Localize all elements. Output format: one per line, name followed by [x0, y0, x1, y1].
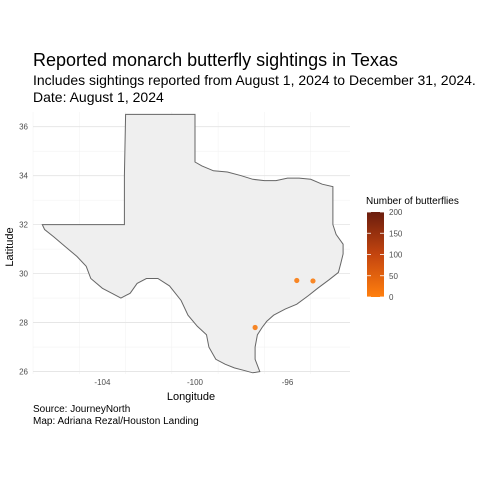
legend-tick-label: 200 — [389, 208, 403, 217]
legend-tick-label: 50 — [389, 272, 398, 281]
sighting-point — [310, 278, 316, 284]
y-tick-label: 36 — [19, 123, 28, 132]
x-axis-ticks: -104 -100 -96 — [94, 378, 293, 387]
texas-outline — [41, 113, 344, 374]
legend-title: Number of butterflies — [366, 196, 459, 207]
legend: Number of butterflies 0 50 100 150 200 — [366, 196, 459, 302]
x-tick-label: -100 — [187, 378, 204, 387]
caption-source: Source: JourneyNorth — [33, 404, 131, 415]
subtitle-line-range: Includes sightings reported from August … — [33, 72, 476, 88]
legend-tick-label: 100 — [389, 251, 403, 260]
y-tick-label: 30 — [19, 270, 28, 279]
y-tick-label: 32 — [19, 221, 28, 230]
x-tick-label: -104 — [94, 378, 111, 387]
sighting-point — [294, 277, 300, 284]
legend-tick-label: 0 — [389, 293, 394, 302]
y-axis-label: Latitude — [4, 227, 16, 266]
y-tick-label: 34 — [19, 172, 28, 181]
legend-ticks: 0 50 100 150 200 — [367, 208, 403, 302]
caption-credit: Map: Adriana Rezal/Houston Landing — [33, 416, 199, 427]
sighting-point — [252, 324, 258, 331]
legend-colorbar — [367, 212, 384, 297]
chart-caption: Source: JourneyNorth Map: Adriana Rezal/… — [33, 404, 199, 428]
subtitle-line-date: Date: August 1, 2024 — [33, 89, 164, 105]
x-tick-label: -96 — [282, 378, 294, 387]
x-axis-label: Longitude — [167, 391, 215, 403]
chart-title: Reported monarch butterfly sightings in … — [33, 50, 398, 70]
y-tick-label: 28 — [19, 319, 28, 328]
legend-tick-label: 150 — [389, 229, 403, 238]
y-axis-ticks: 26 28 30 32 34 36 — [19, 123, 28, 377]
sighting-points — [252, 277, 316, 331]
y-tick-label: 26 — [19, 368, 28, 377]
chart-subtitle: Includes sightings reported from August … — [33, 72, 476, 106]
